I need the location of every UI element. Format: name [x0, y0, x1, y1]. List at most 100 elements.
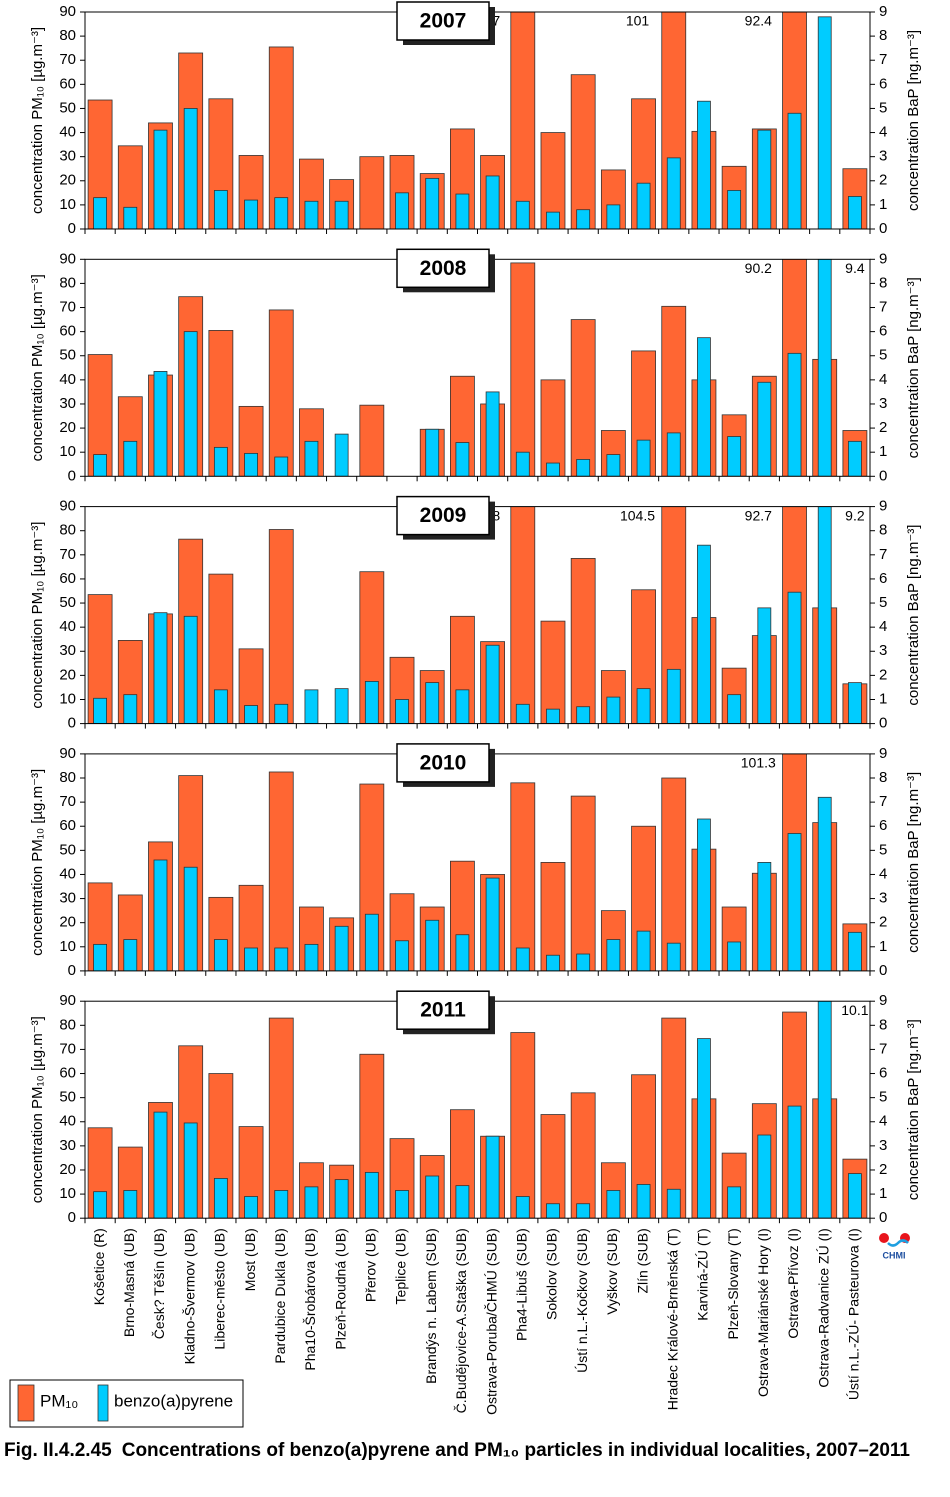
- bap-bar: [697, 818, 711, 971]
- pm10-bar: [510, 1032, 536, 1219]
- y-axis-label: concentration PM₁₀ [µg.m⁻³]: [29, 522, 46, 709]
- y2-tick-label: 7: [879, 546, 887, 563]
- y-tick-label: 80: [59, 27, 76, 44]
- y2-tick-label: 8: [879, 769, 887, 786]
- bap-bar: [666, 157, 681, 229]
- bap-bar: [93, 697, 107, 724]
- bap-bar: [123, 694, 138, 724]
- bap-bar: [606, 204, 621, 229]
- title-box: [396, 1, 490, 41]
- bap-bar: [93, 1191, 107, 1219]
- bap-bar: [455, 193, 470, 229]
- bap-bar: [666, 1188, 681, 1219]
- bap-bar: [183, 331, 198, 477]
- pm10-bar: [570, 795, 596, 971]
- y-tick-label: 10: [59, 938, 76, 955]
- y2-tick-label: 9: [879, 745, 887, 762]
- y2-tick-label: 1: [879, 690, 887, 707]
- bap-bar: [334, 1179, 349, 1219]
- x-tick-label: Teplice (UB): [393, 1228, 409, 1304]
- y-tick-label: 80: [59, 274, 76, 291]
- y-tick-label: 70: [59, 51, 76, 68]
- y-tick-label: 20: [59, 666, 76, 683]
- plot: [87, 1001, 868, 1219]
- y2-axis-label: concentration BaP [ng.m⁻³]: [905, 277, 922, 458]
- y2-tick-label: 9: [879, 992, 887, 1009]
- legend-label: PM₁₀: [40, 1391, 78, 1410]
- legend-label: benzo(a)pyrene: [114, 1391, 233, 1410]
- bap-bar: [183, 615, 198, 724]
- value-label: 92.4: [745, 13, 772, 29]
- bap-bar: [606, 696, 621, 724]
- x-tick-label: Pha10-Šrobárova (UB): [302, 1228, 318, 1370]
- bap-bar: [787, 591, 802, 724]
- bap-bar: [334, 925, 349, 971]
- y-tick-label: 80: [59, 522, 76, 539]
- y-axis-label: concentration PM₁₀ [µg.m⁻³]: [29, 769, 46, 956]
- bap-bar: [757, 862, 772, 971]
- y-tick-label: 10: [59, 443, 76, 460]
- y-tick-label: 30: [59, 395, 76, 412]
- y2-tick-label: 3: [879, 642, 887, 659]
- caption: Fig. II.4.2.45 Concentrations of benzo(a…: [4, 1440, 948, 1462]
- bap-bar: [274, 197, 289, 229]
- x-tick-label: Brno-Masná (UB): [121, 1228, 137, 1337]
- y-tick-label: 20: [59, 172, 76, 189]
- bap-bar: [244, 705, 258, 724]
- y2-tick-label: 1: [879, 938, 887, 955]
- bap-bar: [666, 432, 681, 477]
- title-box: [396, 743, 490, 783]
- y-tick-label: 60: [59, 570, 76, 587]
- bap-bar: [757, 607, 772, 724]
- y-tick-label: 50: [59, 841, 76, 858]
- y2-tick-label: 6: [879, 570, 887, 587]
- pm10-bar: [540, 620, 566, 724]
- y2-tick-label: 5: [879, 841, 887, 858]
- y2-tick-label: 9: [879, 3, 887, 20]
- pm10-bar: [661, 1017, 687, 1219]
- bap-bar: [93, 454, 107, 477]
- bap-bar: [334, 433, 349, 477]
- logo-wave: [887, 1239, 909, 1247]
- pm10-bar: [87, 1127, 113, 1219]
- bap-bar: [364, 681, 379, 724]
- y2-tick-label: 1: [879, 196, 887, 213]
- bap-bar: [425, 1175, 440, 1219]
- bap-bar: [304, 689, 319, 724]
- y2-tick-label: 9: [879, 498, 887, 515]
- bap-bar: [817, 506, 832, 724]
- y2-tick-label: 3: [879, 148, 887, 165]
- bap-bar: [546, 211, 560, 229]
- bap-bar: [485, 644, 500, 724]
- y-tick-label: 80: [59, 1016, 76, 1033]
- bap-bar: [817, 259, 832, 477]
- bap-bar: [304, 943, 319, 971]
- bap-bar: [606, 1190, 621, 1219]
- bap-bar: [183, 108, 198, 229]
- pm10-bar: [268, 771, 294, 971]
- y-tick-label: 10: [59, 196, 76, 213]
- x-tick-label: Přerov (UB): [363, 1228, 379, 1302]
- bap-bar: [455, 442, 470, 477]
- y-tick-label: 70: [59, 546, 76, 563]
- title-box: [396, 495, 490, 536]
- bap-bar: [425, 428, 440, 477]
- bap-bar: [213, 446, 228, 477]
- bap-bar: [213, 1178, 228, 1219]
- chart: CHMI 01020304050607080900123456789concen…: [9, 1, 922, 1428]
- bap-bar: [697, 544, 711, 724]
- bap-bar: [304, 1186, 319, 1219]
- logo-text: CHMI: [883, 1250, 906, 1260]
- bap-bar: [787, 833, 802, 971]
- y-tick-label: 70: [59, 1040, 76, 1057]
- y-tick-label: 0: [68, 220, 76, 237]
- bap-bar: [455, 1185, 470, 1219]
- x-tick-label: Hradec Králové-Brněnská (T): [664, 1228, 680, 1410]
- y2-tick-label: 0: [879, 962, 887, 979]
- bap-bar: [274, 703, 289, 724]
- y-tick-label: 80: [59, 769, 76, 786]
- bap-bar: [304, 200, 319, 229]
- y2-tick-label: 8: [879, 1016, 887, 1033]
- y-tick-label: 20: [59, 419, 76, 436]
- y2-tick-label: 7: [879, 793, 887, 810]
